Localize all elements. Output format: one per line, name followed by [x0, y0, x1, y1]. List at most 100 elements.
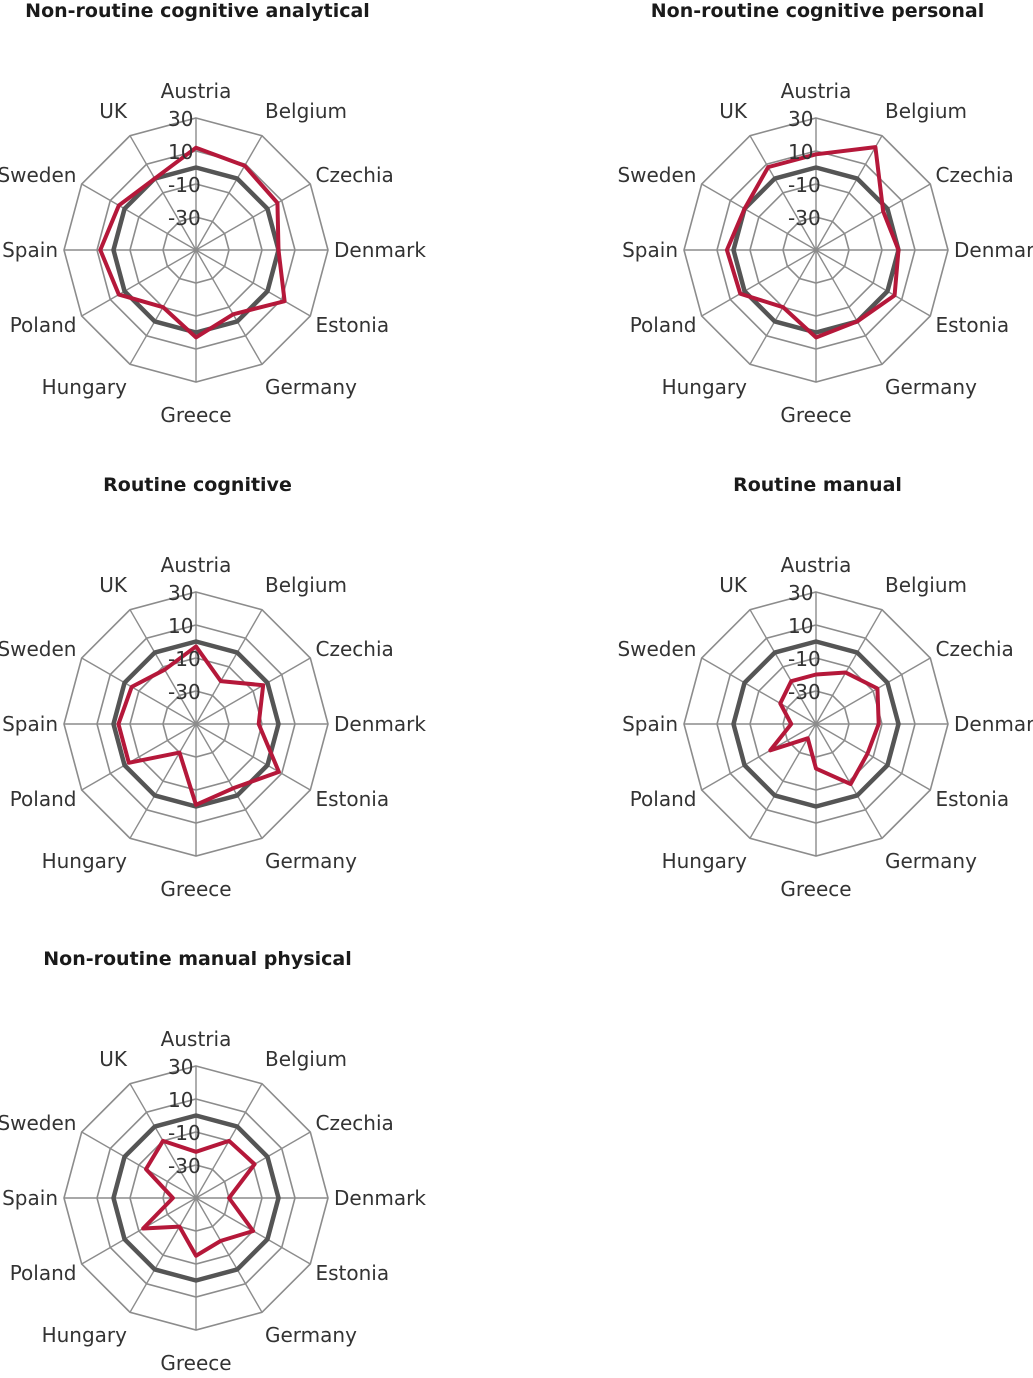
- category-label: Hungary: [662, 849, 748, 873]
- category-label: Estonia: [316, 313, 390, 337]
- grid-spoke: [815, 249, 931, 317]
- tick-label: 10: [168, 140, 193, 164]
- tick-label: -10: [788, 647, 821, 671]
- tick-label: -30: [168, 1154, 201, 1178]
- grid-spoke: [815, 183, 931, 251]
- category-label: Greece: [160, 1351, 231, 1375]
- series-country: [98, 145, 287, 340]
- category-label: Hungary: [42, 849, 128, 873]
- grid-spoke: [129, 1197, 197, 1313]
- category-label: Germany: [265, 1323, 357, 1347]
- grid-spoke: [815, 249, 883, 365]
- category-label: Poland: [630, 787, 697, 811]
- category-label: Austria: [781, 553, 852, 577]
- radar-chart-0: 30 10 -10 -30 Austria Belgium Czechia Denmark Es…: [0, 79, 426, 427]
- category-label: Germany: [885, 849, 977, 873]
- category-label: Belgium: [265, 1047, 347, 1071]
- category-label: UK: [99, 99, 128, 123]
- grid-spoke: [195, 249, 263, 365]
- category-label: Poland: [630, 313, 697, 337]
- chart-title: Non-routine cognitive analytical: [25, 0, 370, 22]
- grid-spoke: [81, 183, 197, 251]
- grid-spoke: [195, 723, 311, 791]
- radar-chart-4: 30 10 -10 -30 Austria Belgium Czechia Denmark Es…: [0, 1027, 426, 1375]
- category-label: Poland: [10, 787, 77, 811]
- category-label: Austria: [161, 553, 232, 577]
- grid-spoke: [81, 657, 197, 725]
- category-label: Hungary: [662, 375, 748, 399]
- grid-spoke: [749, 723, 817, 839]
- category-label: Austria: [161, 1027, 232, 1051]
- tick-label: -30: [168, 680, 201, 704]
- tick-label: 30: [168, 107, 193, 131]
- category-label: Denmark: [954, 712, 1033, 736]
- tick-label: -10: [168, 173, 201, 197]
- tick-label: 30: [168, 581, 193, 605]
- tick-label: 10: [168, 1088, 193, 1112]
- grid-spoke: [129, 135, 197, 251]
- radar-panel-0: Non-routine cognitive analytical 30 10 -10…: [0, 0, 426, 430]
- category-label: UK: [99, 1047, 128, 1071]
- grid-spoke: [815, 723, 931, 791]
- category-label: Czechia: [316, 1111, 394, 1135]
- grid-spoke: [701, 249, 817, 317]
- grid: [683, 117, 949, 383]
- grid-spoke: [81, 249, 197, 317]
- grid: [63, 1065, 329, 1331]
- category-label: Spain: [2, 238, 58, 262]
- series-baseline: [111, 165, 281, 335]
- series-country: [116, 644, 281, 807]
- tick-label: -30: [168, 206, 201, 230]
- grid-spoke: [195, 183, 311, 251]
- radar-panel-2: Routine cognitive 30 10 -10 -30 Austria Belgi…: [0, 474, 426, 904]
- category-label: Sweden: [617, 637, 696, 661]
- grid-spoke: [129, 609, 197, 725]
- radar-chart-2: 30 10 -10 -30 Austria Belgium Czechia Denmark Es…: [0, 553, 426, 901]
- tick-label: 10: [168, 614, 193, 638]
- category-label: Germany: [885, 375, 977, 399]
- category-label: Estonia: [936, 313, 1010, 337]
- tick-label: -10: [788, 173, 821, 197]
- category-label: Estonia: [316, 1261, 390, 1285]
- category-label: Czechia: [316, 637, 394, 661]
- category-label: Belgium: [885, 99, 967, 123]
- category-label: Denmark: [334, 712, 426, 736]
- grid-spoke: [195, 249, 311, 317]
- category-label: Hungary: [42, 375, 128, 399]
- grid: [683, 591, 949, 857]
- grid-spoke: [195, 135, 263, 251]
- grid-spoke: [815, 135, 883, 251]
- category-label: Sweden: [0, 1111, 76, 1135]
- chart-title: Routine manual: [733, 474, 902, 496]
- category-label: Spain: [2, 1186, 58, 1210]
- category-label: Estonia: [936, 787, 1010, 811]
- series-baseline: [111, 1113, 281, 1283]
- category-label: Sweden: [0, 163, 76, 187]
- category-label: Spain: [622, 238, 678, 262]
- chart-title: Routine cognitive: [103, 474, 292, 496]
- grid-spoke: [815, 609, 883, 725]
- grid-spoke: [81, 1197, 197, 1265]
- category-label: Denmark: [334, 238, 426, 262]
- tick-label: 30: [788, 581, 813, 605]
- category-label: Germany: [265, 375, 357, 399]
- category-label: Hungary: [42, 1323, 128, 1347]
- series-baseline: [731, 639, 901, 809]
- grid-spoke: [129, 723, 197, 839]
- category-label: Austria: [161, 79, 232, 103]
- category-label: UK: [99, 573, 128, 597]
- category-label: Greece: [780, 877, 851, 901]
- tick-label: 30: [168, 1055, 193, 1079]
- category-label: Belgium: [885, 573, 967, 597]
- grid-spoke: [701, 183, 817, 251]
- grid-spoke: [749, 135, 817, 251]
- category-label: Sweden: [0, 637, 76, 661]
- grid-spoke: [81, 723, 197, 791]
- chart-title: Non-routine manual physical: [43, 948, 352, 970]
- category-label: UK: [719, 573, 748, 597]
- grid: [63, 117, 329, 383]
- category-label: Spain: [2, 712, 58, 736]
- category-label: Czechia: [936, 163, 1014, 187]
- category-label: Poland: [10, 1261, 77, 1285]
- category-label: Greece: [780, 403, 851, 427]
